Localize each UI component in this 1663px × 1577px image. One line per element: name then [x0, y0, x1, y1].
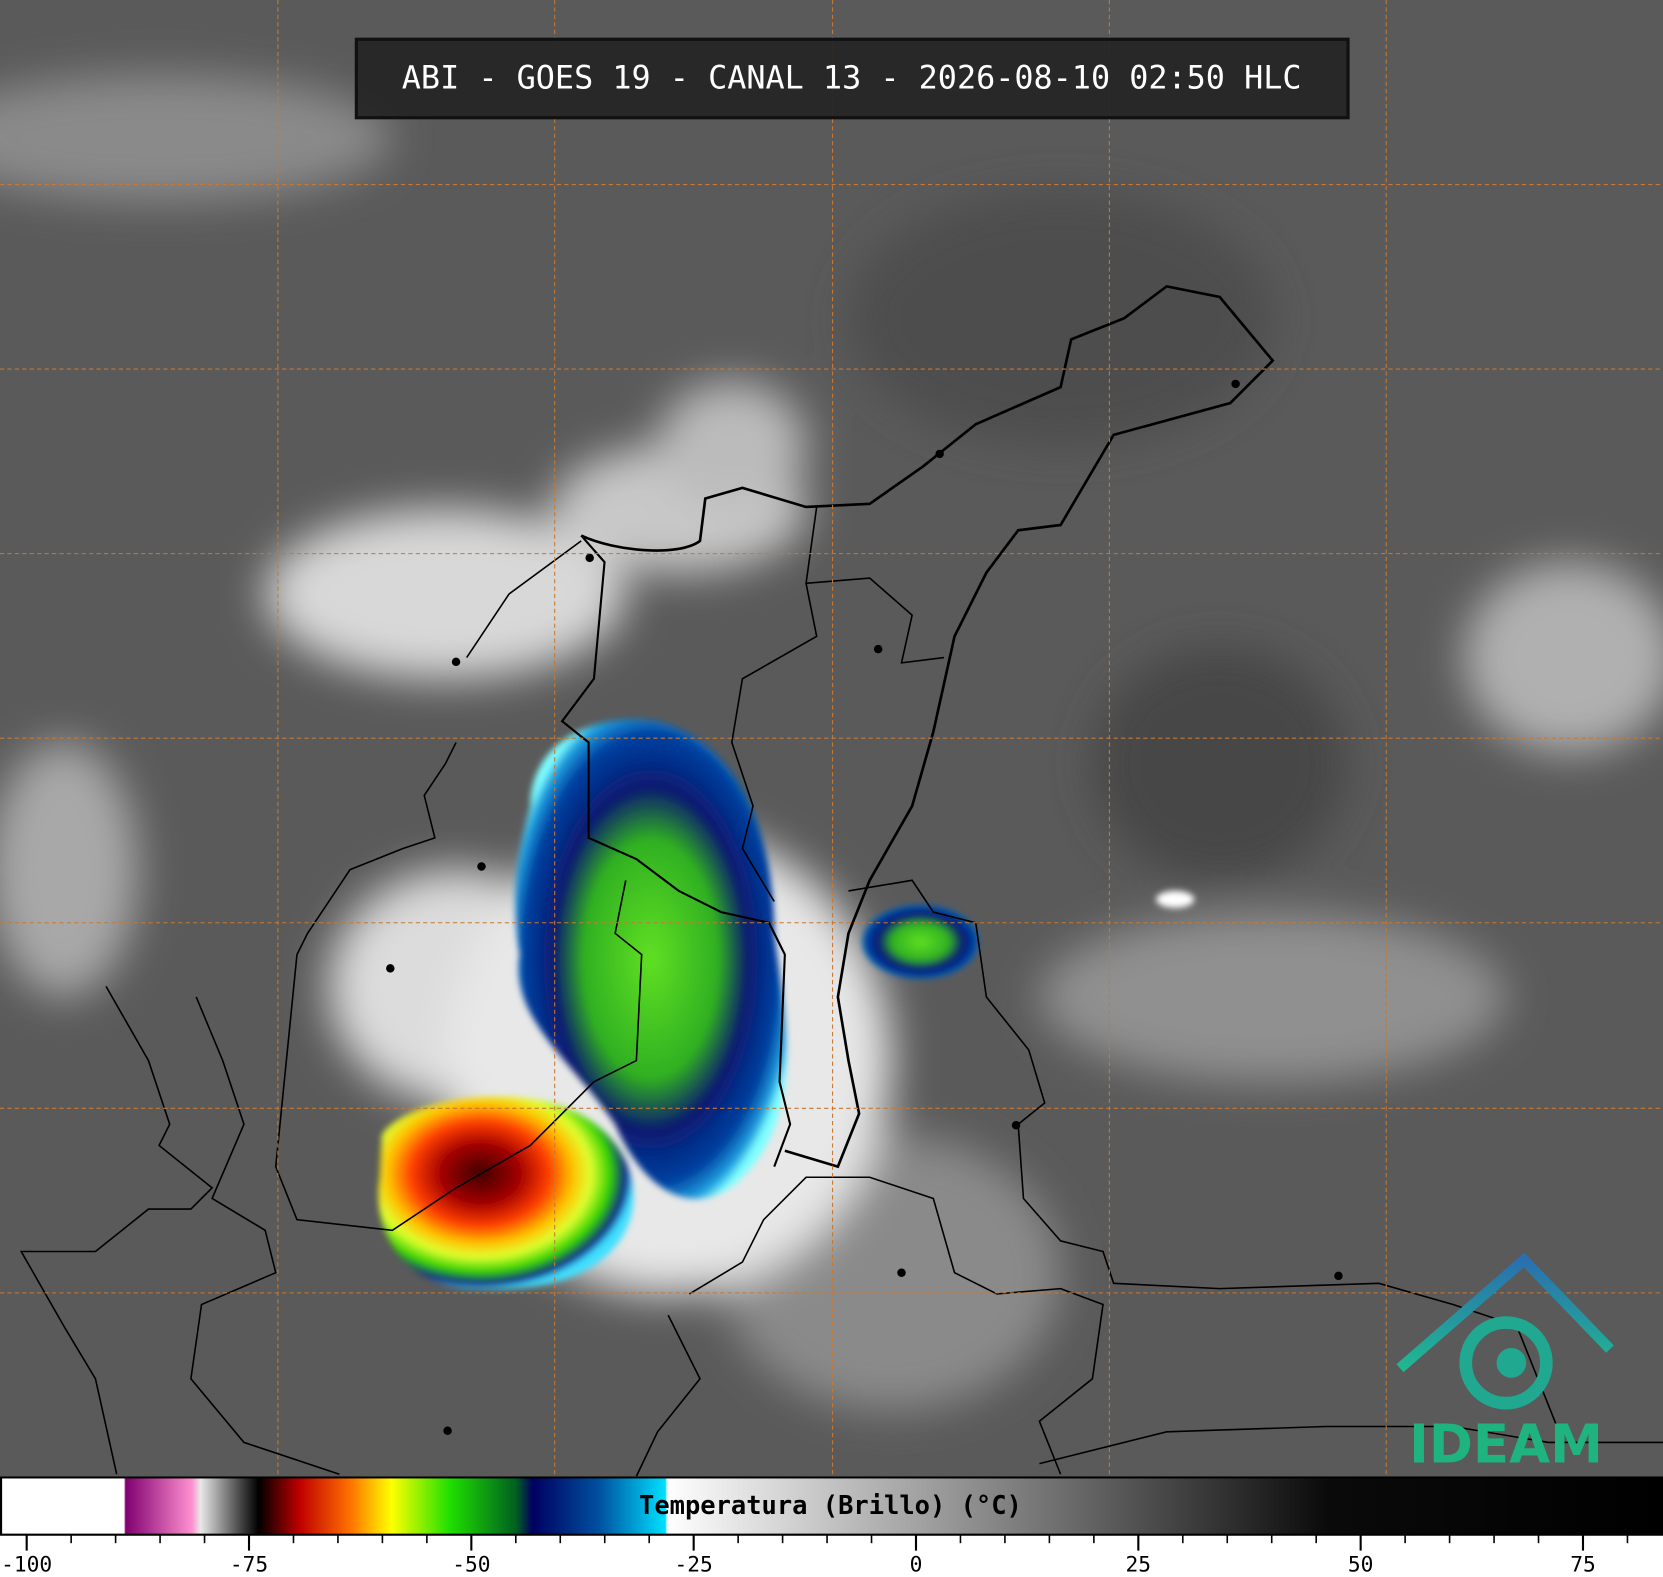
tick-label: 25: [1126, 1552, 1152, 1577]
tick-label: -25: [675, 1552, 713, 1577]
logo-text: IDEAM: [1409, 1413, 1603, 1475]
cities: [386, 379, 1343, 1435]
graticule: [0, 0, 1663, 1477]
borders: [19, 284, 1663, 1477]
tick-label: -100: [1, 1552, 52, 1577]
tick-label: 0: [910, 1552, 923, 1577]
colorbar-gradient: [0, 1476, 1663, 1536]
tick-label: 75: [1570, 1552, 1596, 1577]
tick-label: -50: [452, 1552, 490, 1577]
title-box: [354, 37, 1350, 120]
colorbar-label: Temperatura (Brillo) (°C): [639, 1491, 1022, 1521]
tick-label: 50: [1348, 1552, 1374, 1577]
storms: [378, 719, 1195, 1290]
title: ABI - GOES 19 - CANAL 13 - 2026-08-10 02…: [402, 59, 1302, 97]
tick-label: -75: [230, 1552, 268, 1577]
logo: IDEAM: [1396, 1252, 1614, 1475]
colorbar: Temperatura (Brillo) (°C) -100 -75 -50 -25 0…: [0, 1476, 1663, 1577]
